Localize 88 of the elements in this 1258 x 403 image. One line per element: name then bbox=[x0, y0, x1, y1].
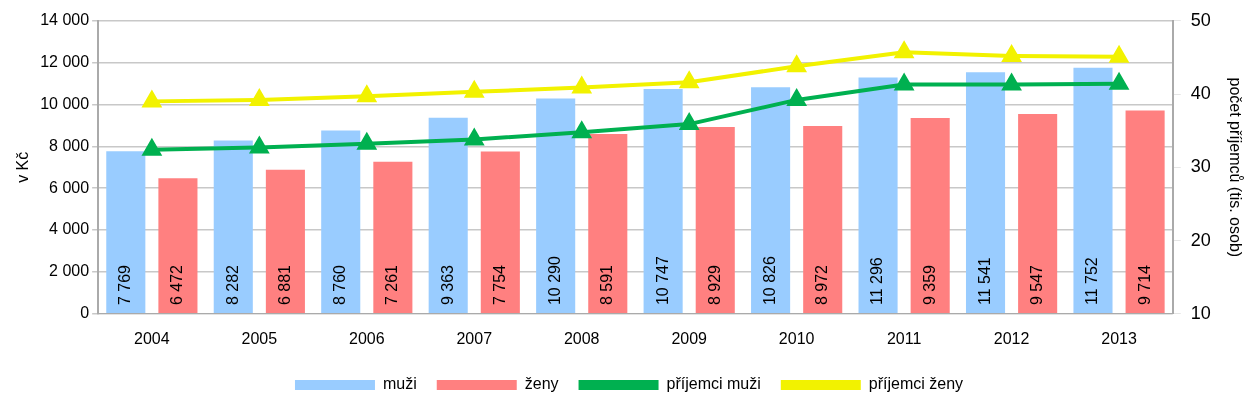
y2-tick-label: 20 bbox=[1190, 229, 1211, 250]
bar bbox=[965, 72, 1006, 314]
bar bbox=[213, 140, 253, 314]
point bbox=[465, 129, 484, 146]
bar bbox=[106, 151, 146, 314]
data-label: 7 754 bbox=[490, 264, 508, 306]
point bbox=[464, 79, 485, 98]
bar bbox=[643, 88, 683, 314]
y-axis-title: v Kč bbox=[14, 151, 32, 183]
point bbox=[787, 56, 806, 73]
y2-axis-title: počet příjemců (tis. osob) bbox=[1226, 77, 1244, 258]
bar bbox=[803, 126, 843, 314]
point bbox=[356, 131, 377, 150]
x-tick-label: 2006 bbox=[349, 329, 385, 347]
bar bbox=[480, 151, 520, 314]
point bbox=[680, 114, 699, 131]
point bbox=[680, 72, 699, 89]
bar bbox=[536, 98, 576, 314]
y-tick-label: 8 000 bbox=[49, 136, 90, 154]
data-label: 10 826 bbox=[761, 256, 778, 306]
y-tick-label: 12 000 bbox=[40, 53, 90, 71]
bar bbox=[1018, 114, 1058, 314]
point bbox=[893, 72, 915, 91]
y2-tick-label: 10 bbox=[1190, 302, 1211, 323]
y-tick-label: 4 000 bbox=[49, 220, 90, 238]
data-label: 8 760 bbox=[331, 264, 349, 306]
y2-tick-label: 50 bbox=[1190, 9, 1211, 30]
data-label: 9 359 bbox=[920, 264, 938, 306]
data-label: 11 752 bbox=[1083, 257, 1101, 306]
data-label: 8 972 bbox=[813, 264, 831, 306]
bar bbox=[910, 117, 950, 314]
data-label: 11 541 bbox=[975, 257, 993, 306]
data-label: 6 472 bbox=[168, 264, 186, 306]
point bbox=[141, 137, 163, 156]
point bbox=[895, 42, 914, 59]
x-tick-label: 2009 bbox=[671, 329, 708, 347]
data-label: 10 747 bbox=[653, 256, 671, 306]
point bbox=[572, 77, 591, 94]
point bbox=[1001, 72, 1022, 91]
data-label: 9 363 bbox=[438, 264, 456, 306]
bar bbox=[373, 161, 413, 314]
bar bbox=[695, 126, 735, 314]
x-tick-label: 2011 bbox=[886, 329, 922, 347]
y2-tick-label: 40 bbox=[1190, 83, 1211, 104]
data-label: 9 547 bbox=[1028, 264, 1046, 306]
data-label: 9 714 bbox=[1135, 264, 1153, 306]
legend-label: muži bbox=[382, 375, 417, 393]
data-label: 7 261 bbox=[383, 264, 401, 306]
x-tick-label: 2004 bbox=[134, 329, 170, 347]
bar bbox=[1073, 67, 1113, 314]
y-tick-label: 10 000 bbox=[40, 94, 90, 112]
y-tick-label: 6 000 bbox=[49, 178, 90, 196]
x-tick-label: 2013 bbox=[1101, 329, 1137, 347]
bar bbox=[428, 117, 468, 314]
legend-label: příjemci muži bbox=[666, 375, 761, 393]
point bbox=[787, 89, 806, 106]
data-label: 8 591 bbox=[598, 264, 616, 306]
legend-label: příjemci ženy bbox=[868, 375, 964, 393]
bar bbox=[751, 87, 791, 314]
data-label: 10 290 bbox=[546, 256, 564, 306]
x-tick-label: 2005 bbox=[241, 329, 278, 347]
point bbox=[250, 89, 269, 106]
x-tick-label: 2008 bbox=[563, 329, 600, 347]
x-tick-label: 2010 bbox=[778, 329, 815, 347]
y2-tick-label: 30 bbox=[1190, 156, 1211, 177]
bar bbox=[265, 169, 305, 314]
bar bbox=[588, 134, 628, 314]
legend-label: ženy bbox=[524, 375, 559, 393]
bar bbox=[858, 77, 898, 314]
y-tick-label: 0 bbox=[80, 304, 90, 322]
data-label: 8 929 bbox=[705, 264, 723, 306]
point bbox=[572, 122, 591, 139]
bar bbox=[1125, 110, 1165, 314]
data-label: 7 769 bbox=[116, 264, 134, 306]
point bbox=[1002, 45, 1021, 62]
point bbox=[249, 135, 270, 154]
data-label: 11 296 bbox=[868, 257, 886, 306]
data-label: 6 881 bbox=[275, 264, 293, 306]
x-tick-label: 2012 bbox=[993, 329, 1030, 347]
y-tick-label: 2 000 bbox=[49, 262, 90, 280]
point bbox=[1108, 71, 1130, 90]
bar bbox=[158, 178, 198, 314]
bar bbox=[321, 130, 361, 314]
point bbox=[142, 91, 161, 108]
data-label: 8 282 bbox=[223, 264, 241, 306]
x-tick-label: 2007 bbox=[456, 329, 493, 347]
y-tick-label: 14 000 bbox=[40, 11, 90, 29]
point bbox=[357, 86, 376, 103]
